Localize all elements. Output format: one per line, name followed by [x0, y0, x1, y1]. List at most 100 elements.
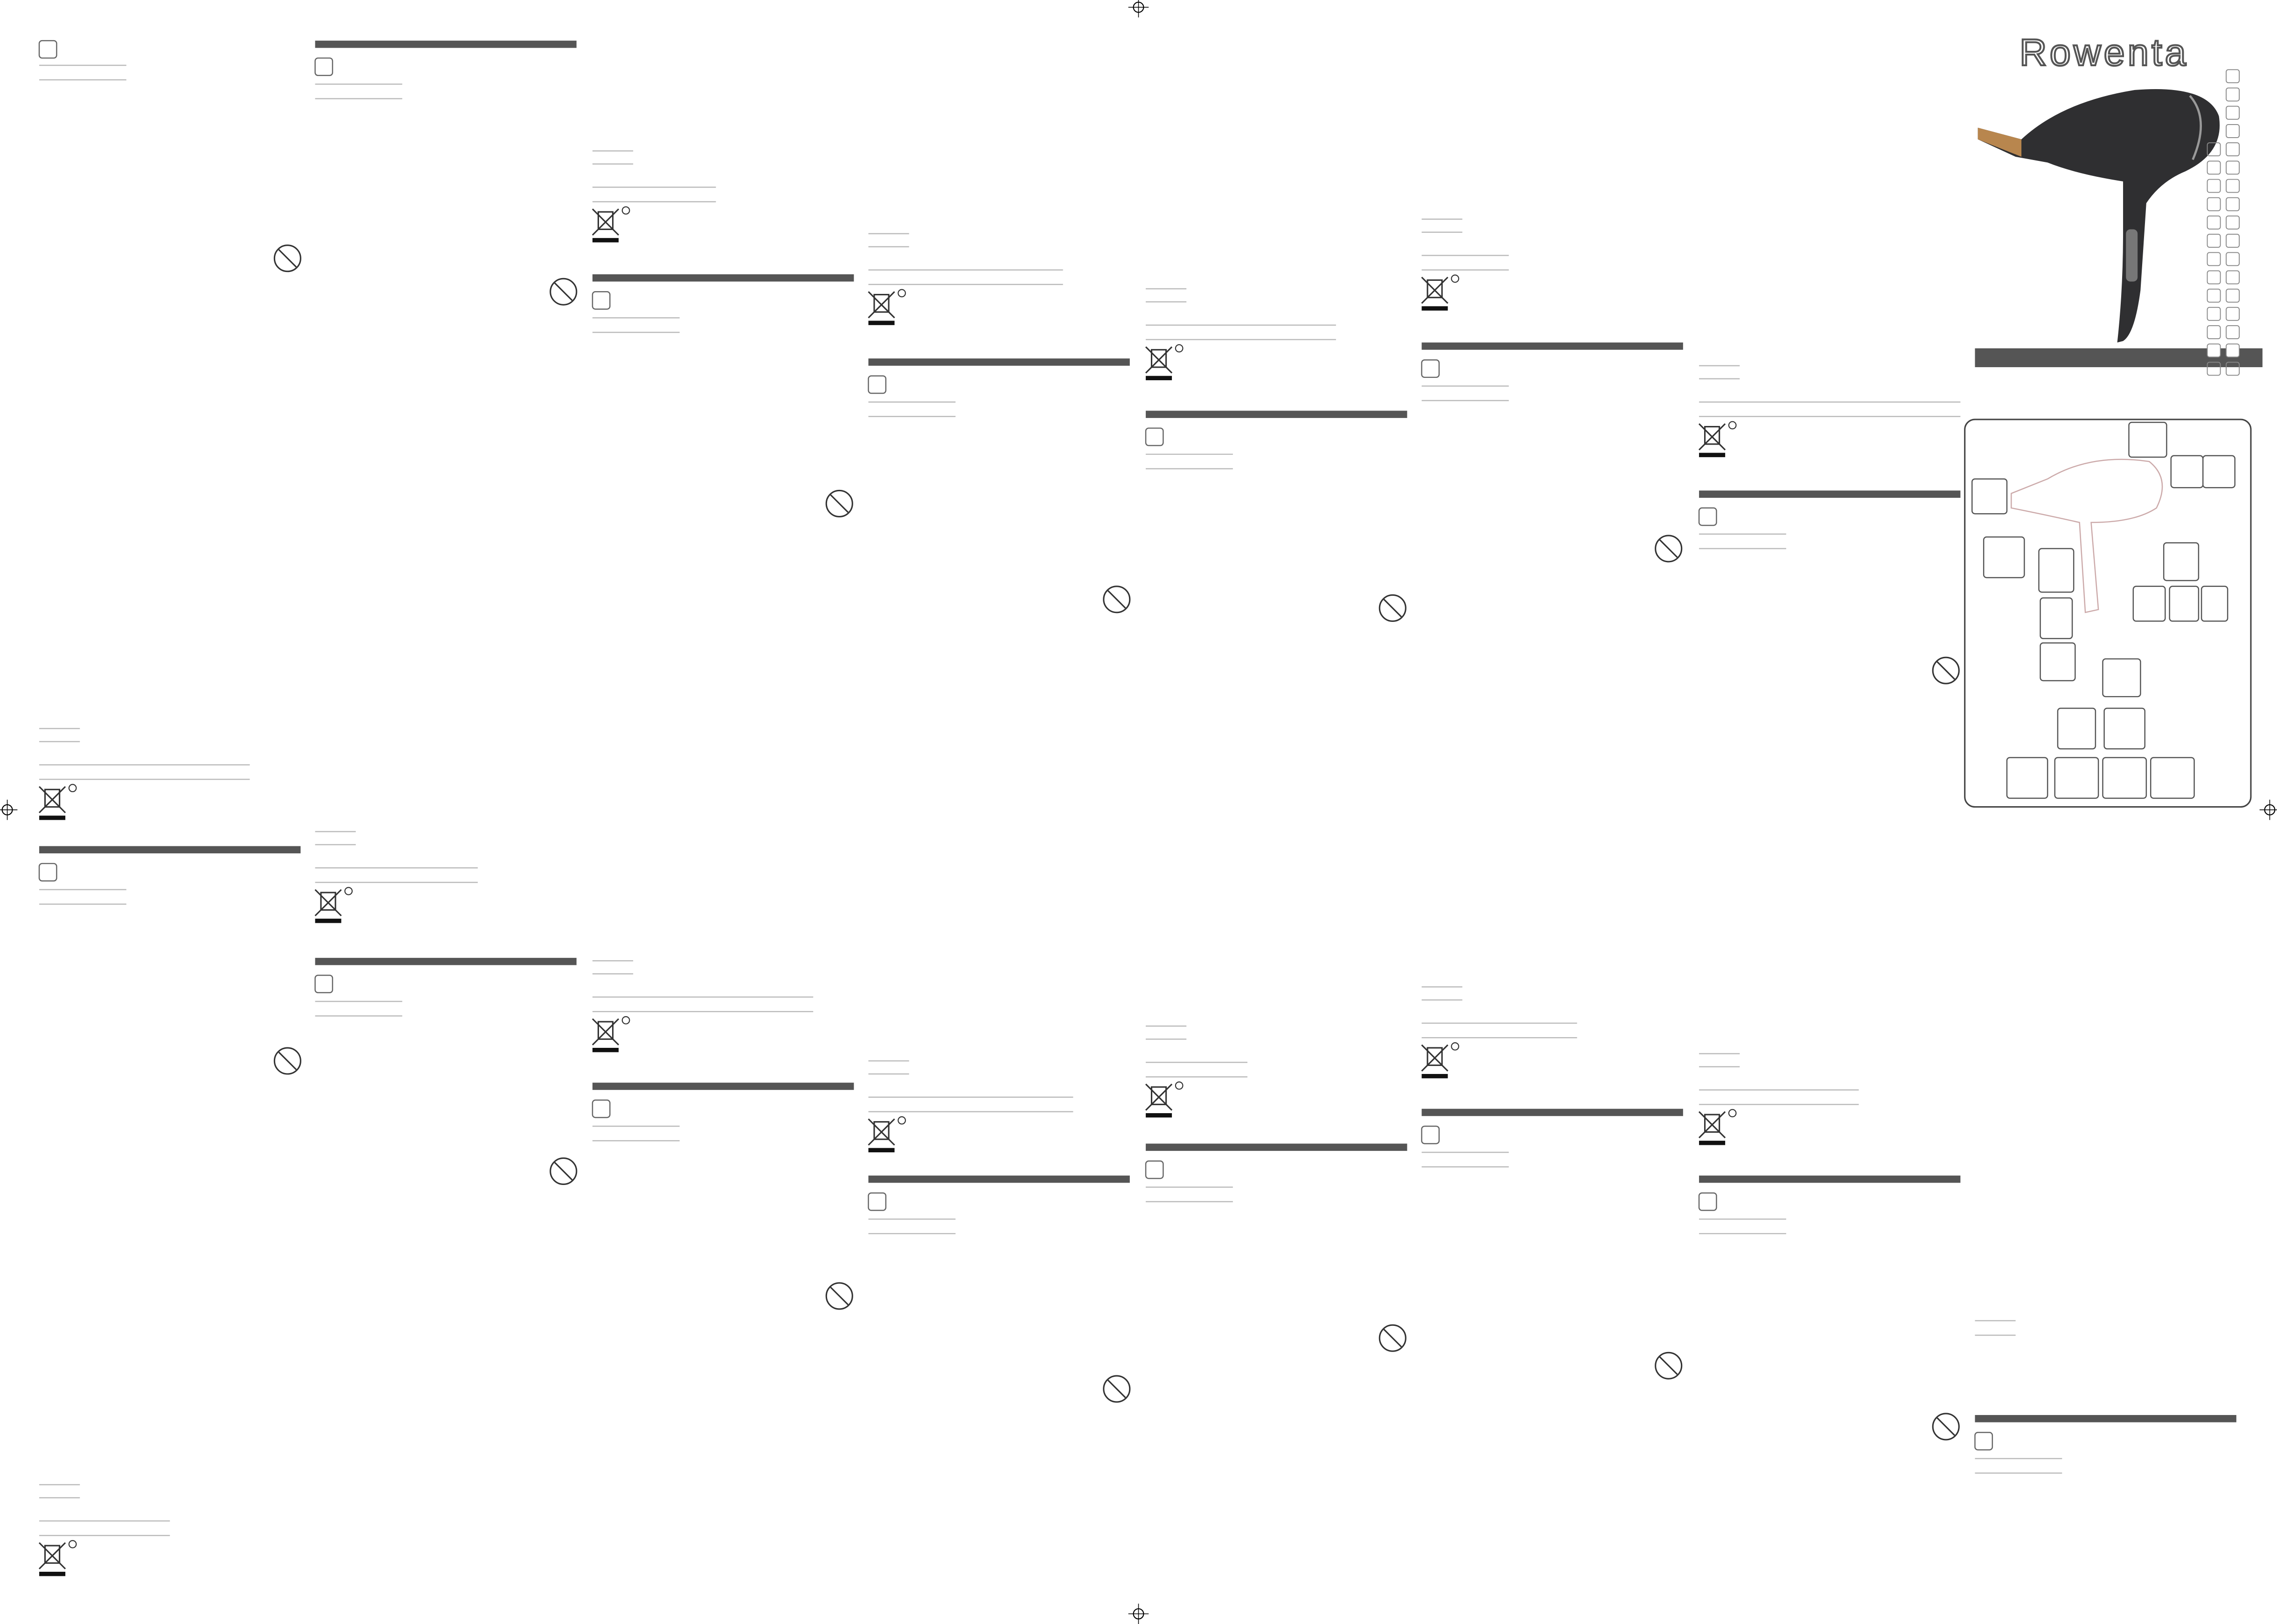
no-sign-slash	[1936, 661, 1956, 680]
diagram-dryer-outline	[2011, 459, 2163, 613]
no-sign-slash	[1936, 1417, 1956, 1436]
language-box	[314, 57, 334, 77]
weee-bar	[39, 1572, 66, 1576]
weee-icon	[868, 289, 906, 325]
weee-bar	[1421, 1074, 1448, 1079]
no-sign	[1379, 1324, 1407, 1352]
cross	[1421, 277, 1448, 304]
language-tab	[2226, 197, 2240, 211]
bin	[1150, 349, 1167, 368]
no-sign	[1103, 585, 1131, 613]
info-dot	[344, 887, 353, 895]
hair-dryer	[1978, 89, 2220, 343]
language-tab	[2207, 325, 2221, 339]
weee-bar	[1146, 376, 1172, 381]
language-tab	[2207, 252, 2221, 266]
language-tab	[2226, 160, 2240, 175]
no-sign-slash	[554, 282, 573, 301]
section-header-bar	[592, 1082, 854, 1090]
dryer-switch	[2126, 229, 2138, 282]
language-box	[592, 1099, 611, 1118]
weee-bar	[868, 1148, 895, 1152]
diagram-tile	[2163, 542, 2200, 581]
bin	[1704, 426, 1720, 445]
info-dot	[898, 289, 906, 298]
dryer-grille	[2189, 95, 2202, 160]
weee-icon	[1421, 274, 1459, 311]
weee-bar	[315, 919, 341, 923]
weee-bar	[868, 321, 895, 325]
bin	[873, 293, 890, 313]
no-sign-slash	[1659, 1356, 1678, 1375]
no-sign	[825, 489, 853, 518]
bin	[597, 211, 614, 230]
bin	[320, 892, 336, 911]
weee-bar	[39, 815, 66, 820]
language-tab	[2226, 362, 2240, 376]
no-sign	[1932, 1413, 1960, 1441]
no-sign-slash	[1383, 1329, 1402, 1347]
diagram-tile	[2103, 707, 2145, 750]
weee-bar	[1699, 453, 1726, 457]
diagram-tile	[2132, 585, 2166, 622]
cross	[1145, 346, 1173, 374]
dryer-nozzle	[1978, 127, 2022, 157]
language-tab	[2207, 270, 2221, 285]
bin	[873, 1121, 890, 1140]
language-box	[314, 975, 334, 994]
language-box	[1974, 1432, 1993, 1450]
cross	[38, 1542, 66, 1569]
no-sign	[550, 1157, 578, 1185]
language-box	[1698, 1192, 1717, 1211]
cross	[1698, 1111, 1726, 1138]
no-sign-slash	[1107, 590, 1126, 609]
diagram-tile	[2200, 585, 2228, 622]
weee-bar	[1421, 306, 1448, 311]
weee-bar	[592, 238, 619, 243]
section-header-bar	[1146, 411, 1407, 418]
section-header-bar	[1699, 490, 1961, 498]
diagram-tile	[1983, 536, 2025, 579]
cross	[1145, 1083, 1173, 1111]
diagram-frame	[1964, 418, 2252, 808]
cross	[868, 1118, 895, 1146]
diagram-tile	[2006, 757, 2048, 799]
weee-bar	[592, 1048, 619, 1052]
info-dot	[68, 784, 77, 793]
bin	[44, 788, 61, 808]
language-tab	[2226, 124, 2240, 138]
no-sign-slash	[1659, 539, 1678, 558]
language-tab	[2226, 215, 2240, 230]
info-dot	[1175, 1081, 1184, 1090]
language-tab	[2207, 215, 2221, 230]
info-dot	[621, 1016, 630, 1025]
language-box	[1145, 427, 1164, 446]
section-header-bar	[315, 41, 577, 48]
language-tab	[2207, 197, 2221, 211]
no-sign-slash	[830, 1287, 849, 1305]
language-tab	[2226, 252, 2240, 266]
no-sign-slash	[1107, 1380, 1126, 1398]
weee-icon	[1421, 1042, 1459, 1079]
diagram-tile	[2169, 585, 2200, 622]
language-tab	[2226, 325, 2240, 339]
section-header-bar	[315, 958, 577, 965]
section-header-bar	[868, 1175, 1130, 1183]
section-header-bar	[592, 274, 854, 282]
weee-icon	[592, 1016, 630, 1052]
no-sign-slash	[1383, 599, 1402, 618]
info-dot	[1728, 1109, 1737, 1117]
diagram-tile	[2057, 707, 2096, 750]
section-header-bar	[1699, 1175, 1961, 1183]
diagram-tile	[1971, 478, 2008, 515]
cross	[592, 208, 620, 236]
language-tab	[2226, 343, 2240, 358]
cross	[1421, 1044, 1448, 1072]
language-box	[1421, 359, 1440, 378]
dryer-body	[1978, 89, 2220, 343]
info-dot	[621, 206, 630, 215]
section-header-bar	[1146, 1143, 1407, 1151]
no-sign-slash	[278, 1052, 297, 1070]
